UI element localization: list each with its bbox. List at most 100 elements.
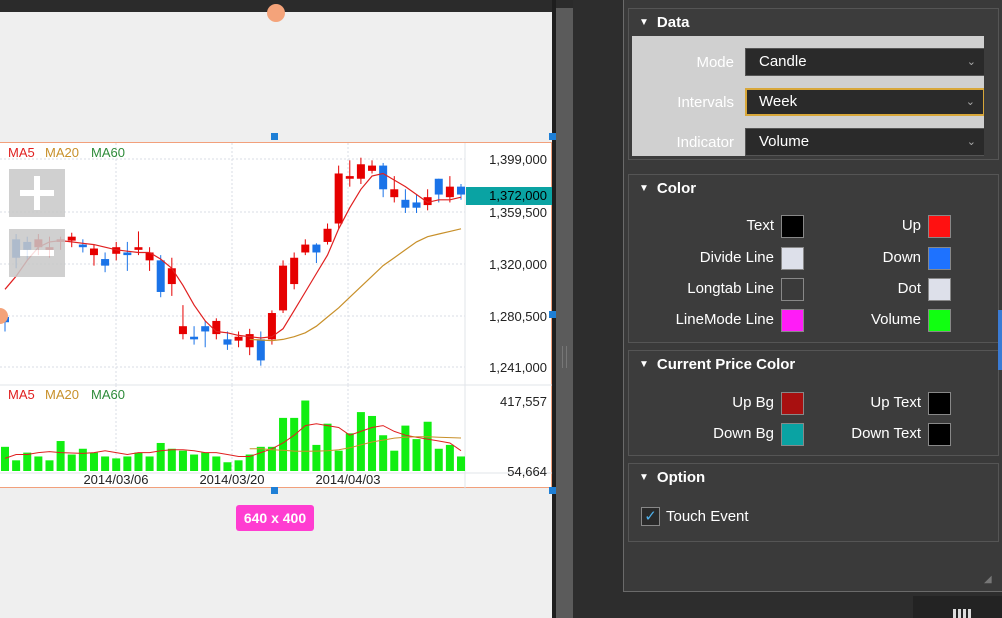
volume-bar bbox=[167, 448, 176, 471]
volume-color-swatch[interactable] bbox=[928, 309, 951, 332]
candle-body bbox=[290, 257, 299, 285]
legend-top-ma20: MA20 bbox=[45, 145, 79, 160]
legend-bottom-ma60: MA60 bbox=[91, 387, 125, 402]
volume-bar bbox=[78, 448, 87, 471]
volume-bar bbox=[245, 454, 254, 471]
date-axis-label: 2014/03/20 bbox=[199, 472, 264, 487]
chevron-down-icon: ⌄ bbox=[965, 96, 975, 108]
option-section-header[interactable]: ▼ Option bbox=[629, 464, 998, 492]
candle-body bbox=[78, 244, 87, 248]
legend-top-ma60: MA60 bbox=[91, 145, 125, 160]
ma5-line bbox=[4, 172, 462, 339]
up-color-swatch[interactable] bbox=[928, 215, 951, 238]
divide-line-color-swatch[interactable] bbox=[781, 247, 804, 270]
left-resize-handle[interactable] bbox=[0, 308, 8, 324]
legend-bottom-ma20: MA20 bbox=[45, 387, 79, 402]
panel-resize-grip-icon[interactable]: ◢ bbox=[984, 574, 992, 585]
volume-axis-min: 54,664 bbox=[507, 464, 547, 479]
candle-body bbox=[145, 252, 154, 261]
touch-event-checkbox[interactable]: ✓ bbox=[641, 507, 660, 526]
down-color-swatch[interactable] bbox=[928, 247, 951, 270]
price-axis-label: 1,320,000 bbox=[489, 257, 547, 272]
volume-bar bbox=[390, 450, 399, 471]
selection-handle-top-right[interactable] bbox=[549, 133, 556, 140]
volume-bar bbox=[45, 460, 54, 471]
data-row-intervals: Intervals Week ⌄ bbox=[632, 84, 984, 124]
grid-dots-icon[interactable] bbox=[953, 609, 973, 618]
indicator-select[interactable]: Volume ⌄ bbox=[745, 128, 984, 156]
selection-handle-right[interactable] bbox=[549, 311, 556, 318]
collapse-triangle-icon: ▼ bbox=[639, 472, 649, 483]
canvas-separator bbox=[552, 0, 556, 618]
text-color-swatch[interactable] bbox=[781, 215, 804, 238]
selection-handle-bottom[interactable] bbox=[271, 487, 278, 494]
candle-body bbox=[312, 244, 321, 253]
candle-body bbox=[67, 236, 76, 241]
selection-handle-top[interactable] bbox=[271, 133, 278, 140]
candle-body bbox=[223, 339, 232, 345]
volume-bar bbox=[434, 448, 443, 471]
current-price-label: 1,372,000 bbox=[489, 188, 547, 203]
candle-body bbox=[267, 313, 276, 340]
linemode-line-color-label: LineMode Line bbox=[675, 311, 774, 328]
candle-body bbox=[123, 252, 132, 256]
down-text-color-label: Down Text bbox=[851, 425, 921, 442]
volume-bar bbox=[401, 425, 410, 471]
volume-bar bbox=[345, 433, 354, 471]
candle-body bbox=[190, 336, 199, 340]
volume-bar bbox=[23, 452, 32, 471]
longtab-line-color-swatch[interactable] bbox=[781, 278, 804, 301]
up-text-color-label: Up Text bbox=[870, 394, 921, 411]
zoom-in-button[interactable] bbox=[9, 169, 65, 217]
rotate-handle[interactable] bbox=[267, 4, 285, 22]
candle-body bbox=[134, 247, 143, 250]
date-axis-label: 2014/03/06 bbox=[83, 472, 148, 487]
color-section-header[interactable]: ▼ Color bbox=[629, 175, 998, 203]
up-text-color-swatch[interactable] bbox=[928, 392, 951, 415]
text-color-label: Text bbox=[746, 217, 774, 234]
candle-body bbox=[334, 173, 343, 224]
volume-bar bbox=[1, 446, 9, 471]
candle-body bbox=[256, 339, 265, 361]
stock-chart-widget[interactable]: MA5 MA20 MA60 MA5 MA20 MA60 1,399,000 1,359,500… bbox=[0, 142, 552, 489]
down-text-color-swatch[interactable] bbox=[928, 423, 951, 446]
down-bg-color-swatch[interactable] bbox=[781, 423, 804, 446]
volume-bar bbox=[212, 456, 221, 471]
candle-body bbox=[201, 326, 210, 332]
scrollbar-grip[interactable] bbox=[562, 346, 567, 368]
volume-bar bbox=[178, 450, 187, 471]
volume-bar bbox=[290, 417, 299, 471]
volume-ma5-line bbox=[4, 423, 462, 459]
current-price-color-section-header[interactable]: ▼ Current Price Color bbox=[629, 351, 998, 379]
touch-event-label: Touch Event bbox=[666, 508, 749, 525]
candle-body bbox=[178, 326, 187, 335]
dot-color-swatch[interactable] bbox=[928, 278, 951, 301]
data-section-header[interactable]: ▼ Data bbox=[629, 9, 998, 37]
collapse-triangle-icon: ▼ bbox=[639, 17, 649, 28]
selection-handle-bottom-right[interactable] bbox=[549, 487, 556, 494]
zoom-out-button[interactable] bbox=[9, 229, 65, 277]
chevron-down-icon: ⌄ bbox=[966, 56, 976, 68]
up-bg-color-swatch[interactable] bbox=[781, 392, 804, 415]
volume-bar bbox=[145, 456, 154, 471]
blue-edge-indicator bbox=[998, 310, 1002, 370]
volume-bar bbox=[412, 439, 421, 471]
candle-body bbox=[434, 178, 443, 195]
intervals-select[interactable]: Week ⌄ bbox=[745, 88, 984, 116]
volume-axis-max: 417,557 bbox=[500, 394, 547, 409]
legend-bottom-ma5: MA5 bbox=[8, 387, 35, 402]
candle-body bbox=[345, 176, 354, 179]
divide-line-color-label: Divide Line bbox=[699, 249, 774, 266]
bottom-strip bbox=[913, 596, 1002, 618]
volume-bar bbox=[34, 456, 43, 471]
volume-bar bbox=[112, 458, 121, 471]
volume-ma20-line bbox=[249, 436, 462, 452]
candle-body bbox=[379, 165, 388, 190]
volume-bar bbox=[334, 450, 343, 471]
canvas-scrollbar[interactable] bbox=[556, 8, 573, 618]
mode-select[interactable]: Candle ⌄ bbox=[745, 48, 984, 76]
volume-bar bbox=[89, 452, 98, 471]
longtab-line-color-label: Longtab Line bbox=[687, 280, 774, 297]
current-price-tag bbox=[466, 187, 552, 205]
linemode-line-color-swatch[interactable] bbox=[781, 309, 804, 332]
